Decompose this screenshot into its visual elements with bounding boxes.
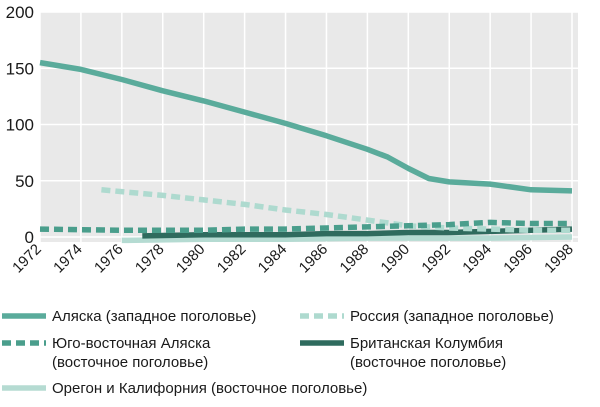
legend-item-alaska-west: Аляска (западное поголовье)	[2, 307, 256, 326]
x-tick-label: 1986	[296, 241, 332, 277]
y-tick-label: 100	[6, 116, 34, 135]
x-tick-label: 1992	[418, 241, 454, 277]
legend-label: Россия (западное поголовье)	[350, 308, 554, 325]
x-tick-label: 1980	[173, 241, 209, 277]
legend-label: Юго-восточная Аляска	[52, 335, 211, 352]
series-line	[121, 234, 573, 244]
legend-label: Британская Колумбия	[350, 335, 503, 352]
series-line	[142, 226, 573, 239]
x-tick-label: 1976	[91, 241, 127, 277]
y-tick-label: 200	[6, 3, 34, 22]
legend: Аляска (западное поголовье) Россия (запа…	[0, 293, 600, 407]
legend-swatch	[2, 385, 46, 391]
x-tick-label: 1990	[378, 241, 414, 277]
legend-label: (восточное поголовье)	[52, 354, 209, 371]
x-tick-label: 1978	[132, 241, 168, 277]
legend-item-russia-west: Россия (западное поголовье)	[300, 307, 554, 326]
x-tick-label: 1994	[459, 241, 495, 277]
legend-label: (восточное поголовье)	[350, 354, 507, 371]
x-tick-label: 1972	[9, 241, 45, 277]
series-line	[39, 219, 572, 234]
grid	[39, 11, 578, 242]
series-lines	[39, 59, 573, 244]
x-tick-label: 1982	[214, 241, 250, 277]
plot-background	[40, 12, 578, 242]
legend-label: Орегон и Калифорния (восточное поголовье…	[52, 380, 368, 397]
y-tick-label: 50	[15, 172, 34, 191]
y-axis: 0 50 100 150 200	[6, 3, 34, 247]
x-tick-label: 1988	[337, 241, 373, 277]
legend-swatch	[2, 313, 46, 319]
x-tick-label: 1998	[541, 241, 577, 277]
legend-item-se-alaska-east: Юго-восточная Аляска (восточное поголовь…	[2, 334, 210, 372]
legend-swatch	[300, 313, 344, 319]
x-axis: 1972 1974 1976 1978 1980 1982 1984 1986 1988 1990…	[9, 241, 577, 277]
y-tick-label: 0	[25, 228, 34, 247]
x-tick-label: 1974	[50, 241, 86, 277]
y-tick-label: 150	[6, 59, 34, 78]
x-tick-label: 1984	[255, 241, 291, 277]
legend-item-oregon-california-east: Орегон и Калифорния (восточное поголовье…	[2, 379, 367, 398]
legend-item-bc-east: Британская Колумбия (восточное поголовье…	[300, 334, 506, 372]
legend-label: Аляска (западное поголовье)	[52, 308, 257, 325]
legend-swatch	[300, 340, 344, 346]
x-tick-label: 1996	[500, 241, 536, 277]
series-line	[101, 187, 572, 234]
series-line	[39, 59, 573, 194]
legend-swatch	[2, 340, 46, 346]
